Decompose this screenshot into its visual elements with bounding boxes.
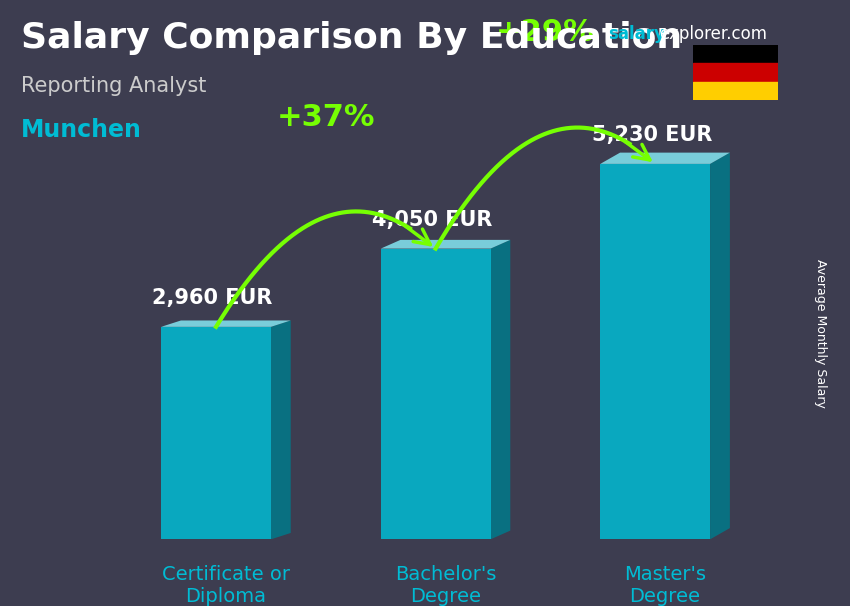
Text: explorer.com: explorer.com — [659, 25, 767, 44]
Text: 2,960 EUR: 2,960 EUR — [152, 288, 273, 308]
Text: Master's
Degree: Master's Degree — [624, 565, 706, 606]
FancyBboxPatch shape — [600, 164, 710, 539]
Polygon shape — [710, 153, 730, 539]
FancyBboxPatch shape — [381, 248, 490, 539]
Text: +37%: +37% — [276, 103, 375, 132]
Polygon shape — [162, 321, 291, 327]
Text: Munchen: Munchen — [21, 118, 142, 142]
Text: Salary Comparison By Education: Salary Comparison By Education — [21, 21, 683, 55]
Bar — [693, 45, 778, 64]
Text: salary: salary — [608, 25, 665, 44]
Polygon shape — [600, 153, 730, 164]
Polygon shape — [490, 240, 510, 539]
Text: Certificate or
Diploma: Certificate or Diploma — [162, 565, 290, 606]
Text: 4,050 EUR: 4,050 EUR — [372, 210, 492, 230]
Text: Average Monthly Salary: Average Monthly Salary — [813, 259, 827, 408]
FancyBboxPatch shape — [162, 327, 271, 539]
Text: Bachelor's
Degree: Bachelor's Degree — [394, 565, 496, 606]
Polygon shape — [271, 321, 291, 539]
Text: Reporting Analyst: Reporting Analyst — [21, 76, 207, 96]
Bar — [693, 82, 778, 100]
Text: 5,230 EUR: 5,230 EUR — [592, 125, 712, 145]
Text: +29%: +29% — [496, 18, 595, 47]
Polygon shape — [381, 240, 510, 248]
Bar — [693, 64, 778, 82]
